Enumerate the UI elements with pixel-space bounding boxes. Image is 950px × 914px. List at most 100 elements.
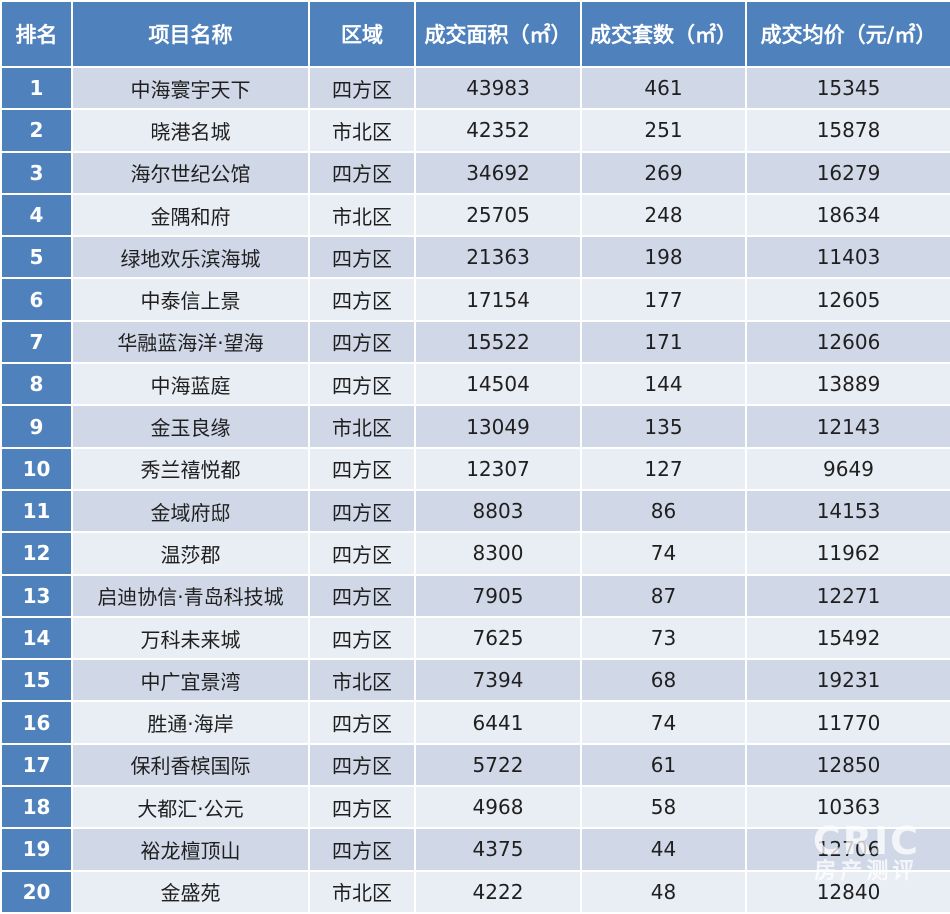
area-cell: 8803 [414, 488, 582, 534]
units-cell: 61 [580, 742, 747, 788]
rank-cell: 3 [0, 150, 73, 195]
table-row: 2 晓港名城 市北区 42352 251 15878 [0, 108, 950, 153]
area-cell: 15522 [414, 319, 582, 365]
district-cell: 四方区 [308, 362, 416, 407]
project-name-cell: 启迪协信·青岛科技城 [71, 573, 310, 618]
units-cell: 48 [580, 869, 747, 914]
rank-cell: 13 [0, 573, 73, 618]
rank-cell: 18 [0, 785, 73, 830]
units-cell: 251 [580, 108, 747, 153]
project-name-cell: 胜通·海岸 [71, 700, 310, 745]
units-cell: 68 [580, 658, 747, 703]
avg-price-cell: 19231 [745, 658, 950, 703]
rank-cell: 12 [0, 531, 73, 576]
district-cell: 四方区 [308, 531, 416, 576]
header-avg-price: 成交均价（元/㎡） [745, 0, 950, 68]
area-cell: 4968 [414, 785, 582, 830]
units-cell: 461 [580, 65, 747, 111]
table-header: 排名 项目名称 区域 成交面积（㎡） 成交套数（㎡） 成交均价（元/㎡） [0, 0, 950, 68]
avg-price-cell: 13889 [745, 362, 950, 407]
units-cell: 177 [580, 277, 747, 322]
avg-price-cell: 10363 [745, 785, 950, 830]
table-row: 5 绿地欢乐滨海城 四方区 21363 198 11403 [0, 235, 950, 280]
area-cell: 7905 [414, 573, 582, 618]
area-cell: 14504 [414, 362, 582, 407]
district-cell: 四方区 [308, 235, 416, 280]
district-cell: 市北区 [308, 404, 416, 449]
avg-price-cell: 11962 [745, 531, 950, 576]
project-name-cell: 海尔世纪公馆 [71, 150, 310, 195]
project-name-cell: 金盛苑 [71, 869, 310, 914]
project-name-cell: 温莎郡 [71, 531, 310, 576]
avg-price-cell: 12606 [745, 319, 950, 365]
table-row: 16 胜通·海岸 四方区 6441 74 11770 [0, 700, 950, 745]
rank-cell: 14 [0, 615, 73, 661]
table-row: 14 万科未来城 四方区 7625 73 15492 [0, 615, 950, 661]
table-row: 6 中泰信上景 四方区 17154 177 12605 [0, 277, 950, 322]
area-cell: 21363 [414, 235, 582, 280]
rank-cell: 15 [0, 658, 73, 703]
project-name-cell: 金玉良缘 [71, 404, 310, 449]
units-cell: 171 [580, 319, 747, 365]
project-name-cell: 中海蓝庭 [71, 362, 310, 407]
project-name-cell: 保利香槟国际 [71, 742, 310, 788]
rank-cell: 6 [0, 277, 73, 322]
table-row: 3 海尔世纪公馆 四方区 34692 269 16279 [0, 150, 950, 195]
project-name-cell: 大都汇·公元 [71, 785, 310, 830]
table-row: 8 中海蓝庭 四方区 14504 144 13889 [0, 362, 950, 407]
project-name-cell: 中广宜景湾 [71, 658, 310, 703]
table-body: 1 中海寰宇天下 四方区 43983 461 15345 2 晓港名城 市北区 42352 251 1… [0, 65, 950, 914]
area-cell: 5722 [414, 742, 582, 788]
table-row: 17 保利香槟国际 四方区 5722 61 12850 [0, 742, 950, 788]
units-cell: 86 [580, 488, 747, 534]
avg-price-cell: 12605 [745, 277, 950, 322]
units-cell: 44 [580, 827, 747, 872]
avg-price-cell: 14153 [745, 488, 950, 534]
area-cell: 12307 [414, 446, 582, 491]
district-cell: 四方区 [308, 742, 416, 788]
project-name-cell: 中海寰宇天下 [71, 65, 310, 111]
project-name-cell: 金隅和府 [71, 192, 310, 238]
project-name-cell: 秀兰禧悦都 [71, 446, 310, 491]
avg-price-cell: 15345 [745, 65, 950, 111]
units-cell: 269 [580, 150, 747, 195]
rank-cell: 11 [0, 488, 73, 534]
avg-price-cell: 12706 [745, 827, 950, 872]
units-cell: 58 [580, 785, 747, 830]
area-cell: 4375 [414, 827, 582, 872]
project-name-cell: 晓港名城 [71, 108, 310, 153]
table-row: 19 裕龙檀顶山 四方区 4375 44 12706 [0, 827, 950, 872]
table-row: 13 启迪协信·青岛科技城 四方区 7905 87 12271 [0, 573, 950, 618]
units-cell: 144 [580, 362, 747, 407]
units-cell: 198 [580, 235, 747, 280]
project-name-cell: 中泰信上景 [71, 277, 310, 322]
header-project-name: 项目名称 [71, 0, 310, 68]
district-cell: 四方区 [308, 615, 416, 661]
area-cell: 34692 [414, 150, 582, 195]
avg-price-cell: 12143 [745, 404, 950, 449]
avg-price-cell: 12840 [745, 869, 950, 914]
project-name-cell: 绿地欢乐滨海城 [71, 235, 310, 280]
units-cell: 135 [580, 404, 747, 449]
district-cell: 四方区 [308, 700, 416, 745]
rank-cell: 9 [0, 404, 73, 449]
area-cell: 17154 [414, 277, 582, 322]
units-cell: 248 [580, 192, 747, 238]
avg-price-cell: 9649 [745, 446, 950, 491]
table-row: 1 中海寰宇天下 四方区 43983 461 15345 [0, 65, 950, 111]
header-area: 成交面积（㎡） [414, 0, 582, 68]
district-cell: 四方区 [308, 827, 416, 872]
area-cell: 25705 [414, 192, 582, 238]
area-cell: 7394 [414, 658, 582, 703]
rank-cell: 2 [0, 108, 73, 153]
units-cell: 127 [580, 446, 747, 491]
table-row: 18 大都汇·公元 四方区 4968 58 10363 [0, 785, 950, 830]
district-cell: 市北区 [308, 658, 416, 703]
area-cell: 8300 [414, 531, 582, 576]
area-cell: 42352 [414, 108, 582, 153]
district-cell: 市北区 [308, 869, 416, 914]
rank-cell: 20 [0, 869, 73, 914]
district-cell: 市北区 [308, 192, 416, 238]
rank-cell: 1 [0, 65, 73, 111]
rank-cell: 10 [0, 446, 73, 491]
